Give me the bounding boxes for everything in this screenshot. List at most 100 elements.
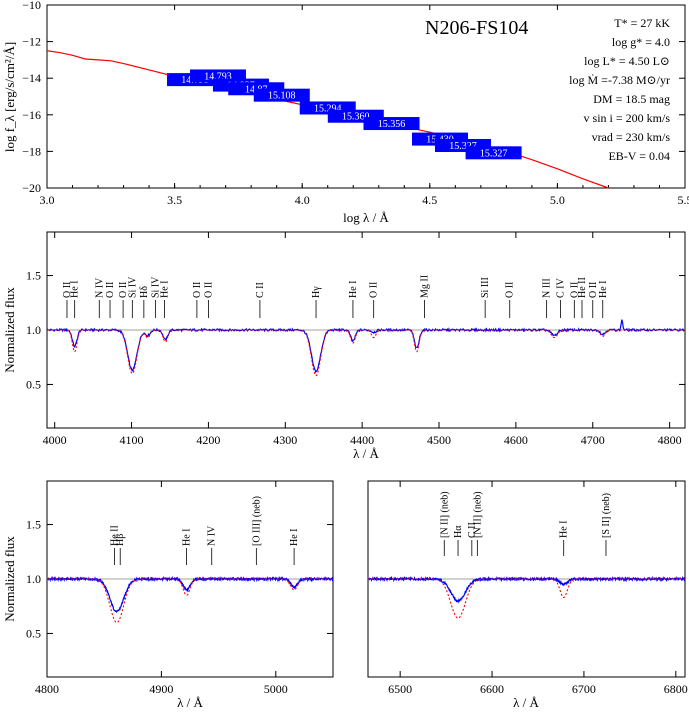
sed-photometry-label: 15.294 <box>314 103 342 114</box>
sed-x-tick-label: 5.0 <box>550 193 565 207</box>
blue-line-id-label: He I <box>348 281 359 299</box>
halpha-x-label: λ / Å <box>513 695 539 710</box>
sed-x-label: log λ / Å <box>343 210 389 225</box>
blue-y-tick-label: 1.0 <box>26 323 41 337</box>
sed-x-tick-label: 4.0 <box>295 193 310 207</box>
hbeta-observed-spectrum <box>46 575 334 613</box>
blue-x-tick-label: 4300 <box>273 433 297 447</box>
blue-x-tick-label: 4600 <box>504 433 528 447</box>
sed-model-curve <box>46 50 609 189</box>
halpha-spectrum-panel: 6500 6600 6700 6800 [N II] (neb) Hα C II[N II… <box>367 480 688 710</box>
stellar-parameters: T* = 27 kK log g* = 4.0 log L* = 4.50 L⊙… <box>569 16 670 163</box>
blue-x-tick-label: 4100 <box>120 433 144 447</box>
sed-y-tick-label: −14 <box>22 71 41 85</box>
halpha-x-tick-label: 6600 <box>480 682 504 696</box>
hbeta-y-tick-label: 0.5 <box>26 626 41 640</box>
blue-x-tick-label: 4800 <box>658 433 682 447</box>
hbeta-y-tick-label: 1.5 <box>26 518 41 532</box>
blue-line-id-label: O II <box>569 282 580 298</box>
sed-x-tick-label: 4.5 <box>422 193 437 207</box>
halpha-x-ticks: 6500 6600 6700 6800 <box>388 481 688 696</box>
hbeta-line-id-label: [O III] (neb) <box>251 496 262 546</box>
blue-y-tick-label: 1.5 <box>26 269 41 283</box>
hbeta-line-id-label: He II <box>109 525 120 546</box>
blue-x-tick-label: 4400 <box>350 433 374 447</box>
blue-x-tick-label: 4000 <box>43 433 67 447</box>
blue-x-tick-label: 4500 <box>427 433 451 447</box>
blue-line-id-label: O II <box>505 282 516 298</box>
sed-panel: 3.0 3.5 4.0 4.5 5.0 5.5 −20 −18 −16 −14 −12 −10 14… <box>2 0 689 225</box>
param-dm: DM = 18.5 mag <box>593 92 670 106</box>
blue-spectrum-panel: 4000 4100 4200 4300 4400 4500 4600 4700 4800 0.5… <box>2 231 686 461</box>
hbeta-x-label: λ / Å <box>177 695 203 710</box>
blue-x-tick-label: 4700 <box>581 433 605 447</box>
hbeta-x-tick-label: 4900 <box>149 682 173 696</box>
sed-y-tick-label: −16 <box>22 108 41 122</box>
sed-frame <box>46 4 686 189</box>
blue-line-id-label: O II <box>105 282 116 298</box>
blue-line-id-label: Si IV <box>127 276 138 298</box>
blue-x-label: λ / Å <box>353 446 379 461</box>
sed-model-layer <box>46 50 609 189</box>
blue-y-ticks: 0.5 1.0 1.5 <box>26 269 685 391</box>
blue-line-id-label: Hδ <box>139 286 150 298</box>
sed-photometry-box <box>253 88 310 102</box>
hbeta-y-label: Normalized flux <box>2 536 17 622</box>
halpha-spectra-layer <box>367 575 686 619</box>
blue-line-id-label: O II <box>588 282 599 298</box>
blue-line-id-label: C IV <box>555 278 566 299</box>
sed-photometry-label: 15.327 <box>449 141 477 152</box>
sed-photometry-label: 15.360 <box>342 112 370 123</box>
blue-line-id-label: N III <box>542 278 553 298</box>
halpha-line-id-label: [S II] (neb) <box>601 493 612 538</box>
sed-x-tick-label: 5.5 <box>678 193 689 207</box>
sed-y-tick-label: −20 <box>22 181 41 195</box>
halpha-line-id-label: [N II] (neb) <box>439 491 450 538</box>
param-logg: log g* = 4.0 <box>612 35 670 49</box>
param-vrad: vrad = 230 km/s <box>592 130 671 144</box>
blue-observed-spectrum <box>46 319 686 374</box>
halpha-line-id-label: Hα <box>453 525 464 538</box>
blue-x-tick-label: 4200 <box>196 433 220 447</box>
sed-x-tick-label: 3.5 <box>167 193 182 207</box>
blue-model-spectrum <box>47 329 685 377</box>
blue-spectra-layer <box>46 319 686 377</box>
blue-line-id-label: Si IV <box>150 276 161 298</box>
blue-line-id-label: He I <box>598 281 609 299</box>
param-logl: log L* = 4.50 L⊙ <box>584 54 670 68</box>
hbeta-x-tick-label: 5000 <box>264 682 288 696</box>
blue-y-tick-label: 0.5 <box>26 377 41 391</box>
halpha-x-tick-label: 6700 <box>572 682 596 696</box>
blue-line-id-label: C II <box>255 282 266 298</box>
sed-y-tick-label: −10 <box>22 0 41 12</box>
blue-line-id-label: He II <box>577 277 588 298</box>
sed-x-ticks: 3.0 3.5 4.0 4.5 5.0 5.5 <box>40 5 689 207</box>
hbeta-y-tick-label: 1.0 <box>26 572 41 586</box>
blue-line-id-label: O II <box>62 282 73 298</box>
halpha-line-id-label: [N II] (neb) <box>472 491 483 538</box>
blue-x-ticks: 4000 4100 4200 4300 4400 4500 4600 4700 4800 <box>43 232 682 447</box>
blue-line-id-label: Si III <box>480 277 491 298</box>
halpha-x-tick-label: 6800 <box>664 682 688 696</box>
sed-y-tick-label: −12 <box>22 35 41 49</box>
sed-photometry-label: 14.793 <box>204 71 232 82</box>
hbeta-x-ticks: 4800 4900 5000 <box>35 481 288 696</box>
hbeta-line-id-label: N IV <box>207 525 218 546</box>
hbeta-spectra-layer <box>46 575 334 624</box>
sed-x-tick-label: 3.0 <box>40 193 55 207</box>
sed-photometry-layer: 14.79314.79314.93714.8715.10815.29415.36… <box>167 69 522 160</box>
sed-y-ticks: −20 −18 −16 −14 −12 −10 <box>22 0 685 195</box>
param-vsini: v sin i = 200 km/s <box>584 111 671 125</box>
blue-line-id-label: He I <box>160 281 171 299</box>
blue-line-id-label: Mg II <box>419 275 430 298</box>
halpha-line-identifications: [N II] (neb) Hα C II[N II] (neb) He I [S II]… <box>439 491 612 556</box>
sed-y-tick-label: −18 <box>22 144 41 158</box>
halpha-x-tick-label: 6500 <box>388 682 412 696</box>
blue-line-id-label: O II <box>192 282 203 298</box>
blue-line-id-label: O II <box>203 282 214 298</box>
sed-photometry-box <box>363 117 420 131</box>
blue-y-label: Normalized flux <box>2 287 17 373</box>
halpha-observed-spectrum <box>367 575 686 604</box>
